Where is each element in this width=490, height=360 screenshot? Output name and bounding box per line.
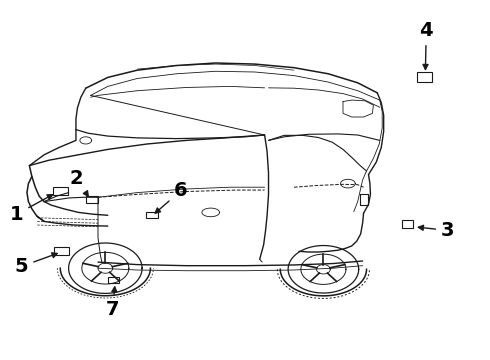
Bar bbox=[86, 196, 98, 203]
Text: 7: 7 bbox=[106, 287, 120, 319]
Text: 2: 2 bbox=[69, 169, 88, 196]
Bar bbox=[146, 212, 158, 218]
Text: 5: 5 bbox=[15, 253, 57, 276]
Bar bbox=[108, 277, 119, 283]
Text: 6: 6 bbox=[155, 181, 188, 213]
Bar bbox=[53, 187, 68, 195]
Bar bbox=[416, 72, 432, 82]
Bar bbox=[402, 220, 413, 228]
Text: 3: 3 bbox=[418, 221, 455, 240]
Text: 1: 1 bbox=[10, 195, 52, 224]
Text: 4: 4 bbox=[419, 21, 433, 69]
Bar bbox=[54, 247, 69, 255]
